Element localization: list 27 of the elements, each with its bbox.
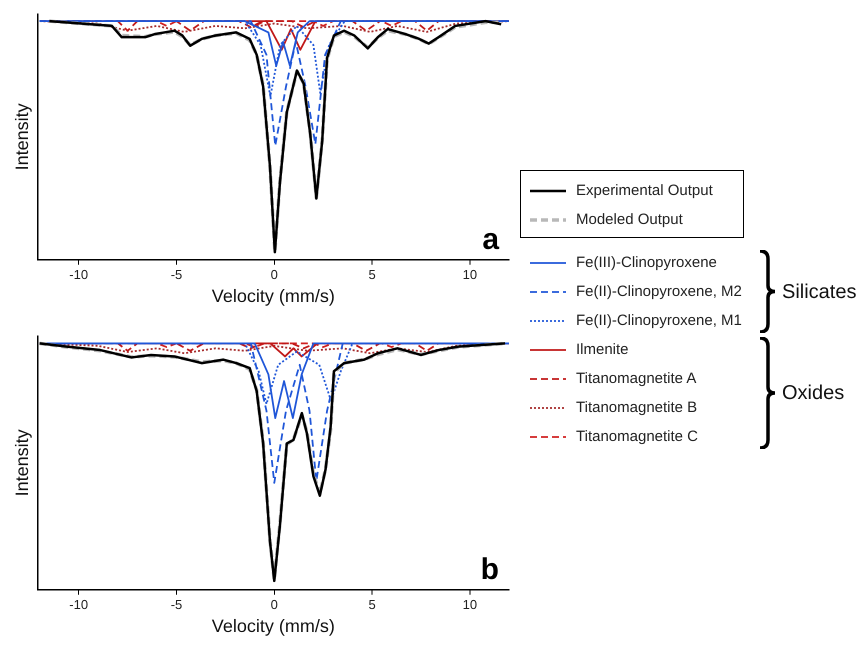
x-tick-label: 10 <box>462 597 478 612</box>
legend-label: Experimental Output <box>576 182 713 199</box>
annotation: a <box>482 223 500 256</box>
x-tick-label: -10 <box>69 267 88 282</box>
text: Silicates <box>782 280 856 304</box>
legend-label: Titanomagnetite B <box>576 399 698 416</box>
x-tick-label: -10 <box>69 597 88 612</box>
legend-label: Titanomagnetite C <box>576 428 698 445</box>
text: Oxides <box>782 381 844 406</box>
x-tick-label: 10 <box>462 267 478 282</box>
legend-label: Titanomagnetite A <box>576 370 696 387</box>
y-axis-title: Intensity <box>12 429 32 496</box>
legend-label: Fe(II)-Clinopyroxene, M2 <box>576 283 742 300</box>
x-tick-label: 0 <box>270 597 278 612</box>
x-tick-label: 0 <box>270 267 278 282</box>
x-tick-label: 5 <box>368 597 376 612</box>
x-tick-label: 5 <box>368 267 376 282</box>
legend-label: Fe(II)-Clinopyroxene, M1 <box>576 312 742 329</box>
x-axis-title: Velocity (mm/s) <box>212 616 335 636</box>
legend-label: Ilmenite <box>576 341 629 358</box>
legend-label: Modeled Output <box>576 211 683 228</box>
y-axis-title: Intensity <box>12 103 32 170</box>
legend-label: Fe(III)-Clinopyroxene <box>576 254 717 271</box>
x-tick-label: -5 <box>170 597 182 612</box>
x-tick-label: -5 <box>170 267 182 282</box>
annotation: b <box>480 553 499 586</box>
x-axis-title: Velocity (mm/s) <box>212 286 335 306</box>
